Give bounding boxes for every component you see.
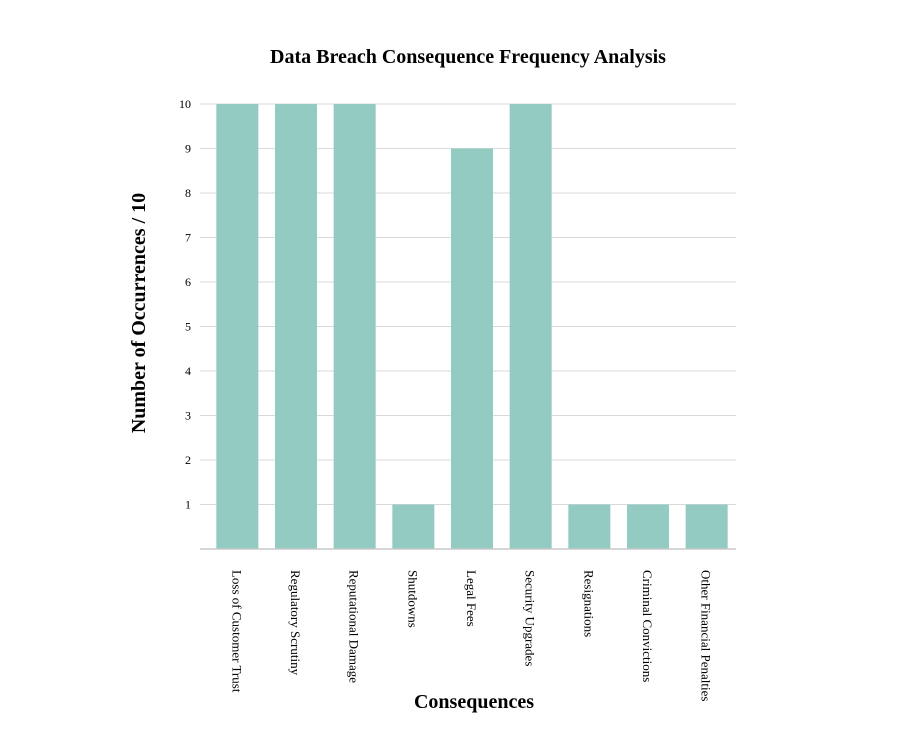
y-tick-label-5: 5 (185, 320, 191, 334)
x-tick-label-1: Regulatory Scrutiny (288, 570, 303, 676)
y-tick-label-4: 4 (185, 364, 191, 378)
x-tick-label-8: Other Financial Penalties (699, 570, 714, 701)
y-tick-label-7: 7 (185, 231, 191, 245)
x-tick-label-3: Shutdowns (405, 570, 420, 628)
y-tick-labels: 1 2 3 4 5 6 7 8 9 10 (179, 97, 191, 512)
x-tick-label-6: Resignations (581, 570, 596, 637)
y-tick-label-3: 3 (185, 409, 191, 423)
y-tick-label-2: 2 (185, 453, 191, 467)
x-tick-label-7: Criminal Convictions (640, 570, 655, 682)
bars (216, 104, 728, 549)
bar-1 (275, 104, 317, 549)
bar-5 (509, 104, 552, 549)
bar-2 (333, 104, 376, 549)
y-tick-label-8: 8 (185, 186, 191, 200)
x-tick-labels: Loss of Customer Trust Regulatory Scrutin… (229, 570, 713, 701)
x-tick-label-0: Loss of Customer Trust (229, 570, 244, 693)
bar-0 (216, 104, 259, 549)
x-tick-label-5: Security Upgrades (523, 570, 538, 666)
bar-6 (568, 504, 611, 549)
chart-title: Data Breach Consequence Frequency Analys… (270, 46, 666, 68)
y-tick-label-9: 9 (185, 142, 191, 156)
bar-3 (392, 504, 435, 549)
x-tick-label-4: Legal Fees (464, 570, 479, 627)
bar-8 (685, 504, 728, 549)
y-tick-label-6: 6 (185, 275, 191, 289)
y-axis-title: Number of Occurrences / 10 (128, 193, 150, 433)
bar-4 (451, 148, 493, 549)
y-tick-label-10: 10 (179, 97, 191, 111)
x-tick-label-2: Reputational Damage (347, 570, 362, 683)
bar-7 (627, 504, 669, 549)
y-tick-label-1: 1 (185, 498, 191, 512)
x-axis-title: Consequences (414, 691, 534, 713)
